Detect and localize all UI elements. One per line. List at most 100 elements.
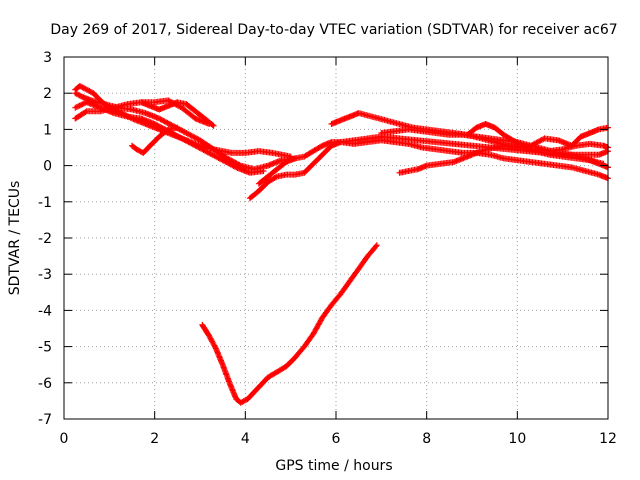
- data-point: [380, 135, 383, 138]
- data-point: [557, 152, 559, 154]
- data-point: [321, 144, 324, 147]
- series-arc-14: [199, 242, 380, 406]
- data-point: [203, 117, 206, 120]
- data-point: [448, 150, 451, 152]
- data-point: [194, 144, 197, 147]
- data-point: [330, 123, 333, 125]
- series-markers: [72, 83, 294, 160]
- data-point: [144, 112, 147, 114]
- data-point: [493, 146, 496, 149]
- x-tick-label: 12: [599, 431, 617, 447]
- data-point: [276, 371, 278, 373]
- data-point: [502, 139, 505, 142]
- data-point: [267, 181, 269, 183]
- data-point: [131, 108, 133, 111]
- data-point: [135, 148, 138, 151]
- y-tick-label: -4: [38, 303, 52, 319]
- y-tick-label: 2: [43, 86, 52, 102]
- data-point: [267, 175, 269, 178]
- data-point: [181, 106, 183, 109]
- data-point: [425, 164, 428, 167]
- y-tick-label: -7: [38, 412, 52, 428]
- data-point: [434, 148, 437, 151]
- data-point: [228, 382, 231, 384]
- data-point: [371, 115, 374, 118]
- data-point: [74, 117, 77, 120]
- data-point: [258, 190, 260, 192]
- data-point: [167, 105, 170, 107]
- data-point: [516, 159, 519, 161]
- data-point: [185, 132, 188, 134]
- data-point: [416, 139, 419, 142]
- data-point: [90, 99, 92, 102]
- data-point: [466, 134, 469, 136]
- data-point: [280, 153, 283, 156]
- x-tick-label: 2: [150, 431, 159, 447]
- data-point: [453, 143, 455, 145]
- data-point: [258, 150, 260, 152]
- data-point: [240, 401, 242, 404]
- series-arc-5: [138, 99, 217, 129]
- data-point: [99, 106, 102, 109]
- y-tick-label: -3: [38, 267, 52, 283]
- data-point: [353, 139, 355, 142]
- data-point: [285, 365, 287, 368]
- series-arc-11: [378, 126, 611, 171]
- data-point: [74, 88, 77, 91]
- series-arc-7: [246, 137, 611, 202]
- data-point: [584, 157, 587, 160]
- data-point: [153, 123, 156, 125]
- data-point: [249, 172, 251, 174]
- data-point: [471, 144, 473, 147]
- data-point: [366, 137, 369, 140]
- series-arc-13: [514, 124, 611, 151]
- data-point: [176, 126, 179, 129]
- data-point: [81, 96, 83, 98]
- data-point: [312, 150, 315, 152]
- data-point: [181, 137, 183, 140]
- data-point: [294, 173, 297, 176]
- data-point: [271, 152, 274, 154]
- data-point: [230, 152, 233, 154]
- data-point: [453, 161, 455, 163]
- data-point: [194, 117, 197, 120]
- data-point: [398, 137, 401, 140]
- data-point: [584, 170, 587, 172]
- y-tick-label: -5: [38, 340, 52, 356]
- data-point: [140, 117, 142, 120]
- data-point: [235, 398, 238, 400]
- data-point: [260, 383, 263, 386]
- data-point: [113, 106, 115, 109]
- data-point: [215, 347, 217, 350]
- data-point: [74, 92, 77, 94]
- data-point: [85, 88, 88, 91]
- data-point: [246, 398, 249, 400]
- data-point: [74, 106, 77, 109]
- x-axis-label: GPS time / hours: [275, 458, 392, 474]
- data-point: [85, 110, 88, 113]
- data-point: [126, 103, 129, 105]
- data-point: [462, 134, 464, 136]
- data-point: [575, 144, 578, 147]
- y-tick-label: 1: [43, 122, 52, 138]
- data-point: [208, 152, 210, 154]
- data-point: [570, 153, 573, 156]
- data-point: [167, 128, 170, 131]
- data-point: [104, 103, 106, 105]
- data-point: [249, 197, 251, 199]
- data-point: [99, 110, 102, 113]
- data-point: [321, 153, 324, 156]
- data-point: [158, 108, 160, 111]
- data-point: [285, 173, 287, 176]
- x-tick-label: 0: [60, 431, 69, 447]
- data-point: [561, 148, 564, 151]
- data-point: [484, 123, 487, 125]
- data-point: [421, 130, 423, 133]
- data-point: [548, 153, 550, 156]
- data-point: [489, 137, 491, 140]
- data-point: [489, 153, 491, 156]
- series-arc-4: [72, 97, 213, 127]
- data-point: [357, 112, 360, 114]
- data-point: [330, 141, 333, 143]
- chart-title: Day 269 of 2017, Sidereal Day-to-day VTE…: [50, 22, 617, 38]
